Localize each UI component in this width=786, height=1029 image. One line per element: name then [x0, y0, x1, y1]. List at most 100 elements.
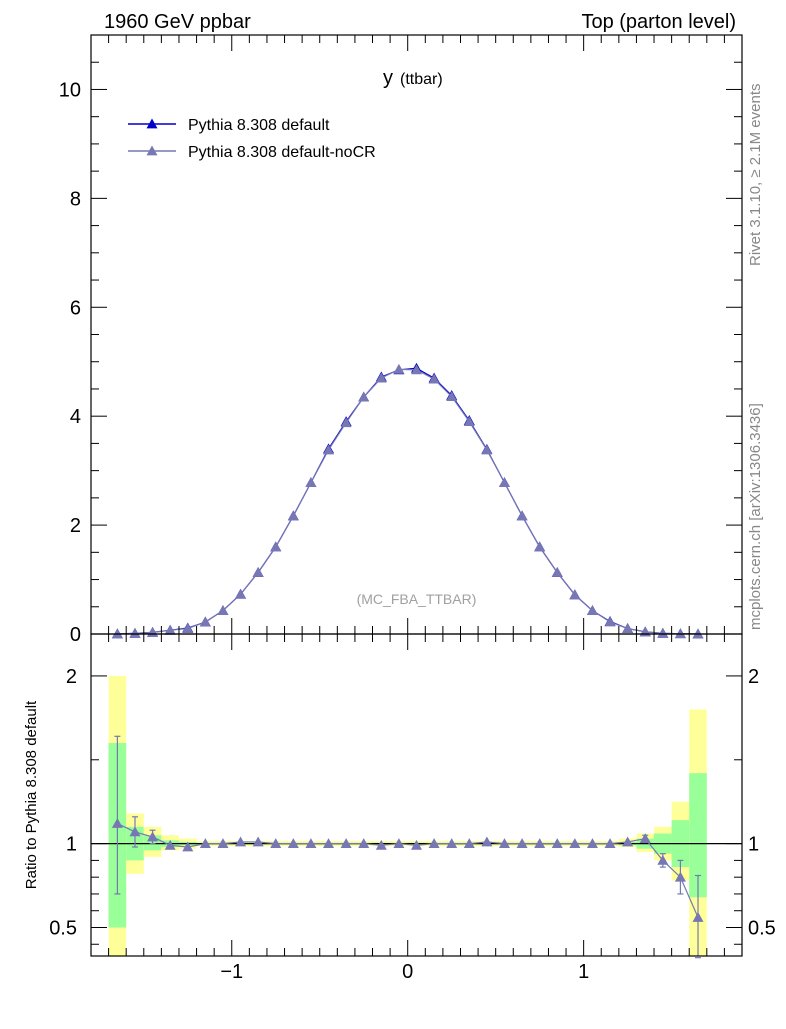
ratio-point [516, 838, 528, 849]
ratio-point [182, 841, 194, 852]
series-1-point [481, 444, 493, 455]
ratio-point [692, 911, 704, 922]
main-ytick-label: 8 [70, 188, 81, 210]
rivet-label: Rivet 3.1.10, ≥ 2.1M events [747, 84, 764, 267]
ratio-xtick-label: −1 [220, 961, 243, 983]
series-1-point [323, 444, 335, 455]
main-ytick-label: 6 [70, 297, 81, 319]
plot-title: y [383, 67, 393, 89]
ratio-ytick-label-left: 2 [66, 666, 77, 688]
series-1-point [604, 616, 616, 627]
ratio-ytick-label-left: 0.5 [49, 917, 77, 939]
series-1-point [129, 627, 141, 638]
series-1-point [463, 416, 475, 427]
series-1-point [586, 605, 598, 615]
series-1-point [674, 628, 686, 639]
source-label: mcplots.cern.ch [arXiv:1306.3436] [747, 403, 764, 630]
ratio-point [375, 839, 387, 850]
series-1-point [498, 477, 510, 488]
series-1-point [287, 510, 299, 521]
ratio-point [358, 838, 370, 849]
ratio-point [498, 838, 510, 849]
legend-marker-1 [146, 145, 158, 156]
series-1-point [569, 589, 581, 600]
series-1-point [252, 566, 264, 577]
ratio-point [428, 838, 440, 849]
series-1-point [270, 541, 282, 552]
ratio-ylabel: Ratio to Pythia 8.308 default [23, 700, 40, 889]
series-1-point [692, 628, 704, 639]
series-1-point [217, 605, 229, 615]
ratio-point [657, 854, 669, 865]
ratio-point [586, 838, 598, 849]
series-1-point [340, 417, 352, 428]
ratio-point [164, 839, 176, 850]
watermark: (MC_FBA_TTBAR) [357, 591, 477, 607]
ratio-point [199, 838, 211, 849]
ratio-line-0 [117, 822, 699, 918]
legend-label-0: Pythia 8.308 default [188, 117, 330, 134]
series-1-point [516, 510, 528, 521]
series-1-point [622, 623, 634, 633]
ratio-point [323, 838, 335, 849]
ratio-plot: −1 0 1 0.5 0.5 1 1 2 2 Ratio to Pythia 8.308 defa… [23, 633, 776, 983]
header-left: 1960 GeV ppbar [104, 11, 251, 33]
series-1-point [182, 623, 194, 633]
legend-label-1: Pythia 8.308 default-noCR [188, 144, 376, 161]
ratio-point [569, 838, 581, 849]
series-1-point [375, 372, 387, 383]
ratio-point [129, 826, 141, 837]
ratio-point [622, 836, 634, 847]
main-ytick-label: 10 [59, 79, 81, 101]
ratio-point [534, 838, 546, 849]
series-1-point [534, 541, 546, 552]
ratio-xtick-label: 1 [578, 961, 589, 983]
series-1-point [164, 624, 176, 635]
ratio-point [551, 838, 563, 849]
series-1-point [235, 588, 247, 599]
main-ytick-label: 4 [70, 406, 81, 428]
ratio-point [147, 831, 159, 842]
ratio-xtick-label: 0 [402, 961, 413, 983]
ratio-point [340, 838, 352, 849]
plot-title-sub: (ttbar) [400, 71, 443, 88]
series-1-point [411, 364, 422, 375]
ratio-ytick-label-right: 0.5 [748, 917, 776, 939]
series-1-point [393, 363, 405, 374]
series-1-point [446, 391, 458, 401]
ratio-point [305, 838, 317, 849]
ratio-point [393, 838, 405, 849]
ratio-point [270, 838, 282, 849]
ratio-point [604, 838, 616, 849]
ratio-point [287, 838, 299, 849]
green-band-10 [689, 773, 707, 898]
ratio-point [639, 833, 651, 844]
ratio-ytick-label-left: 1 [66, 834, 77, 856]
series-line-1 [117, 368, 699, 635]
series-1-point [358, 391, 370, 402]
legend-marker-0 [146, 118, 158, 129]
ratio-point [235, 836, 247, 847]
main-ytick-label: 0 [70, 624, 81, 646]
ratio-point [481, 836, 493, 847]
ratio-point [446, 838, 458, 849]
series-1-point [428, 373, 440, 384]
series-1-point [551, 566, 563, 577]
ratio-point [411, 839, 422, 850]
ratio-point [674, 871, 686, 882]
series-1-point [305, 477, 317, 488]
series-1-point [657, 627, 669, 638]
series-1-point [199, 616, 211, 627]
ratio-point [217, 838, 229, 849]
ratio-point [463, 838, 475, 849]
ratio-frame [90, 633, 743, 957]
main-ytick-label: 2 [70, 515, 81, 537]
ratio-ytick-label-right: 1 [748, 834, 759, 856]
main-plot: (MC_FBA_TTBAR) y (ttbar) Pythia 8.308 defau… [59, 34, 743, 646]
ratio-point [252, 836, 264, 847]
ratio-ytick-label-right: 2 [748, 666, 759, 688]
header-right: Top (parton level) [581, 11, 736, 33]
ratio-point [111, 818, 123, 828]
